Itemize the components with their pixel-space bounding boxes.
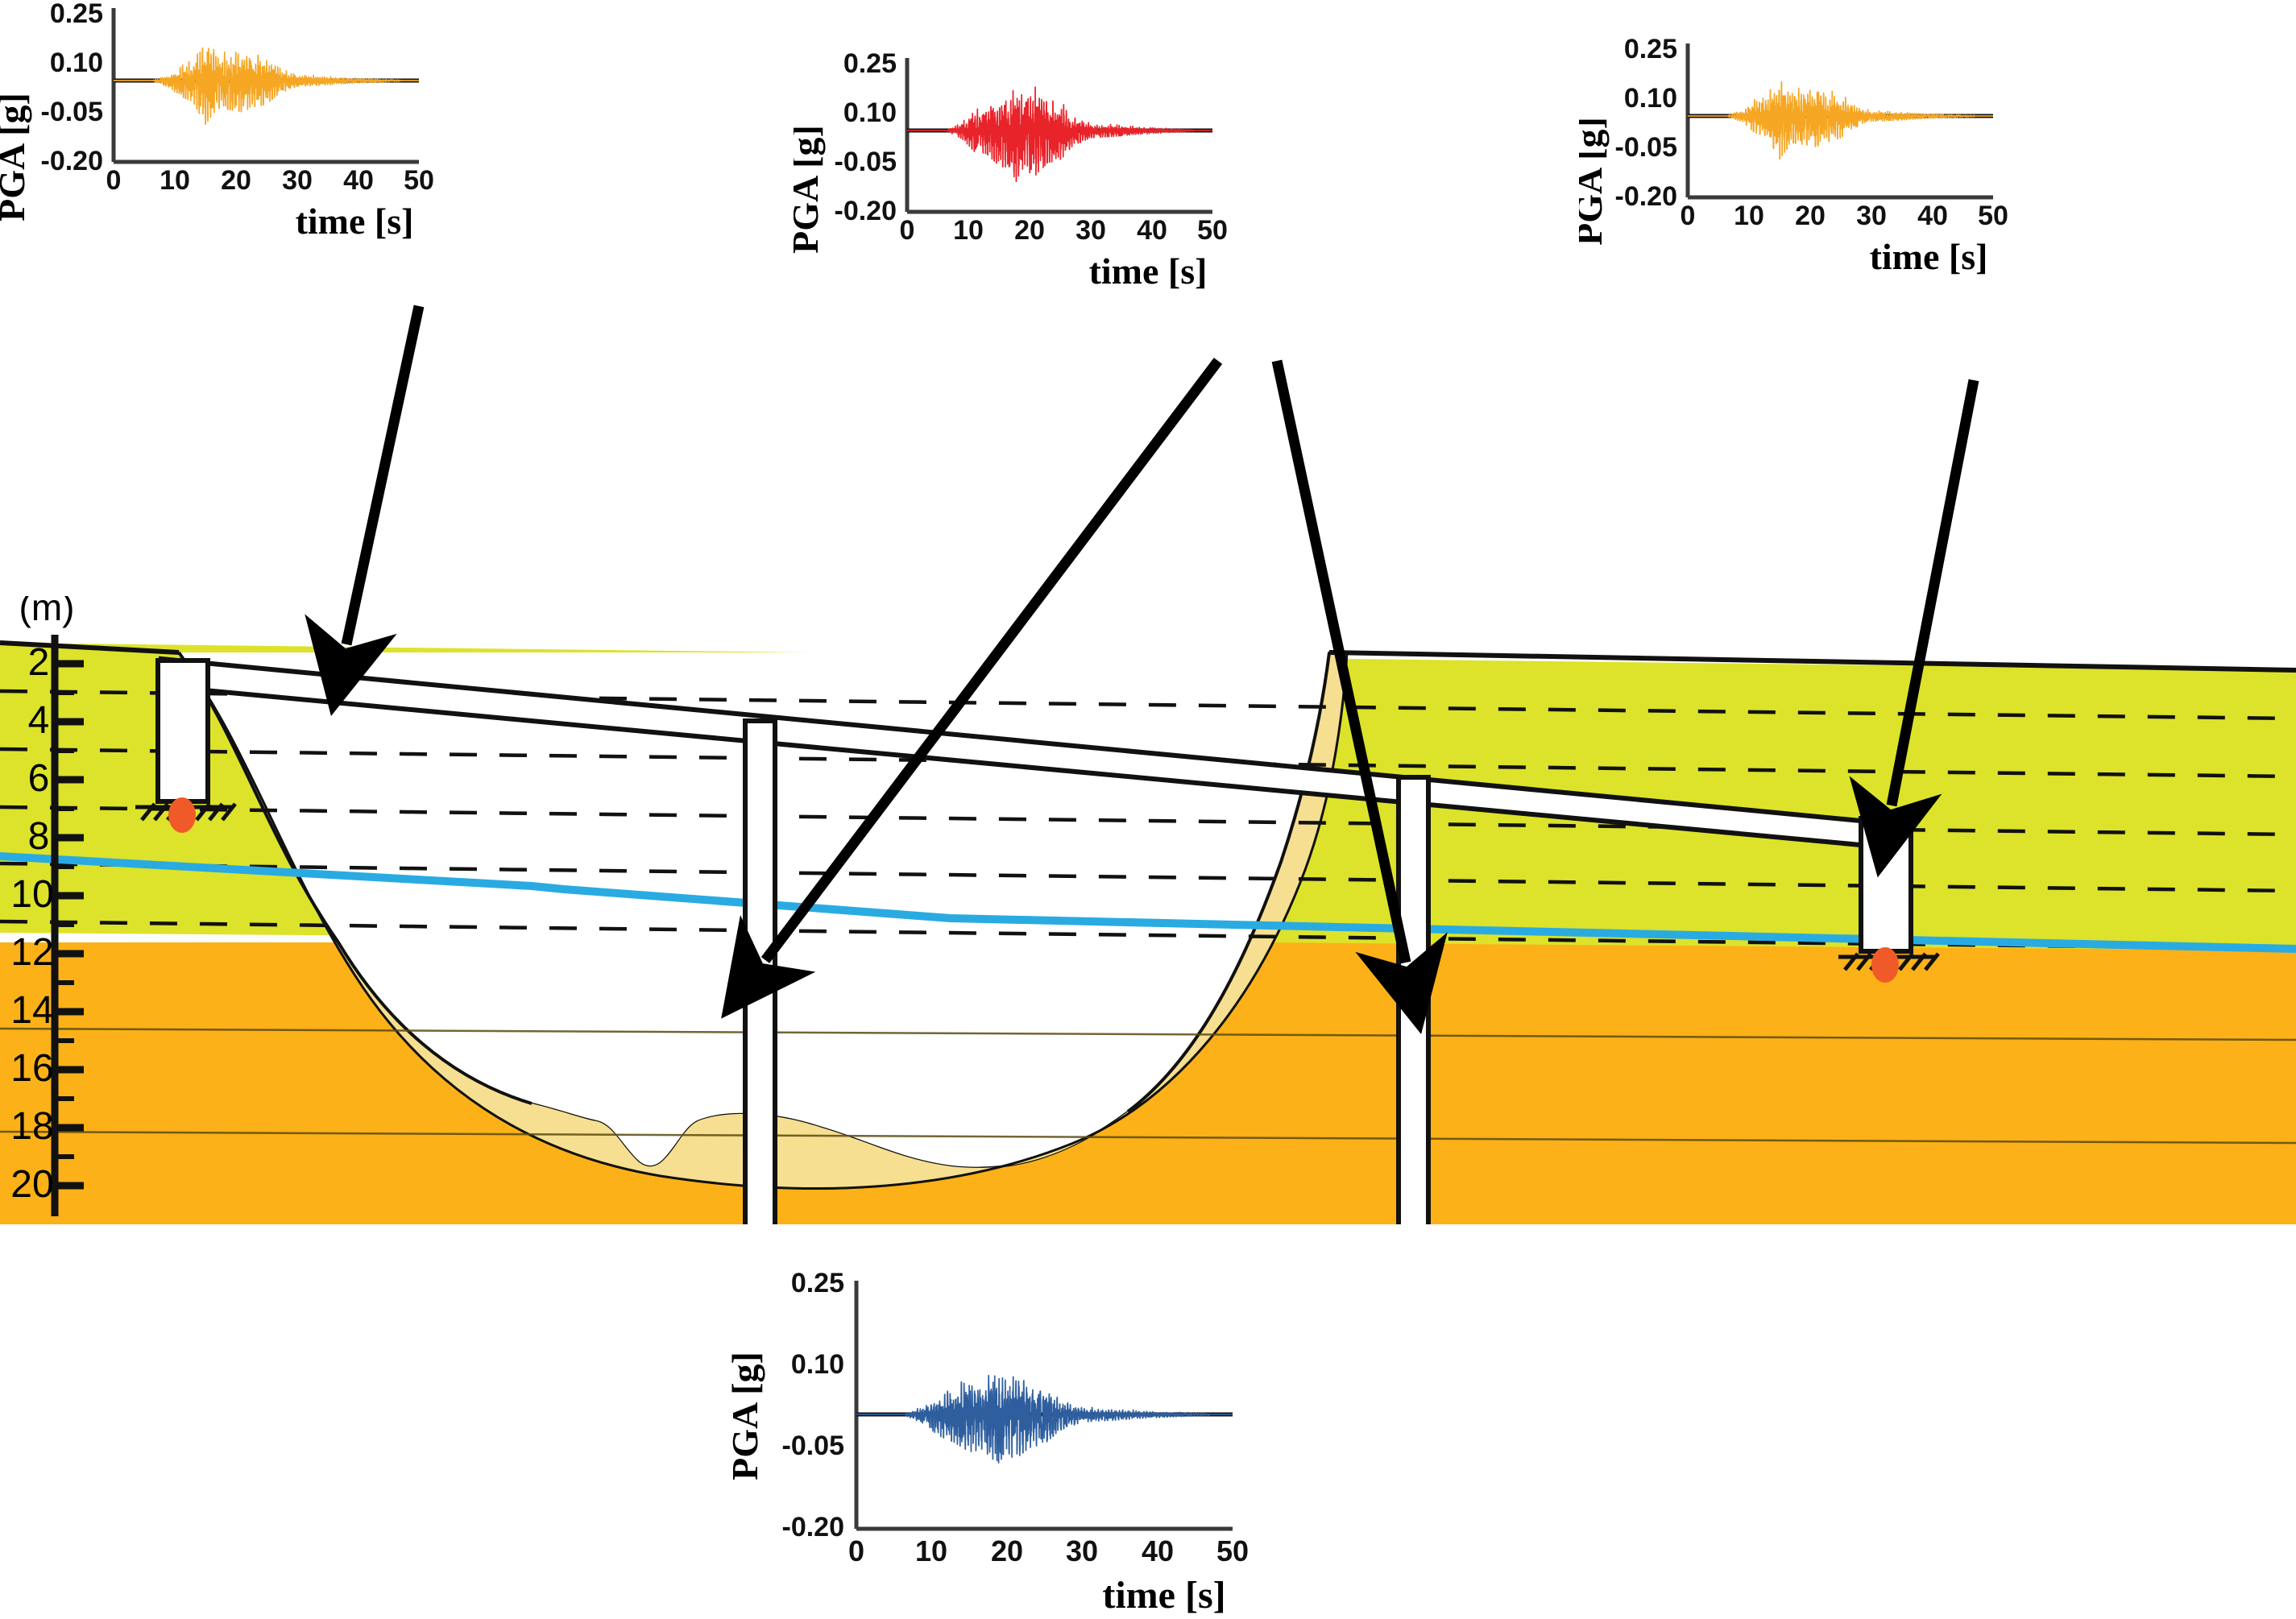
cross-section-svg: (m) 2 4 6 8 10 12 14 16 18 20 bbox=[0, 596, 2296, 1224]
depth-tick-18: 18 bbox=[10, 1105, 53, 1148]
depth-tick-4: 4 bbox=[28, 699, 50, 742]
chart-right-ytick-3: -0.20 bbox=[1615, 181, 1678, 212]
right-abutment-pinned-support-marker bbox=[1871, 947, 1899, 983]
accelerogram-chart-bottom: PGA [g] 0.25 0.10 -0.05 -0.20 0 10 20 30… bbox=[725, 1257, 1515, 1619]
chart-right-xtick-1: 10 bbox=[1734, 201, 1764, 231]
chart-middle-xtick-3: 30 bbox=[1075, 215, 1106, 246]
depth-tick-16: 16 bbox=[10, 1047, 53, 1090]
chart-left-y-axis-label: PGA [g] bbox=[0, 93, 32, 222]
chart-bottom-ytick-0: 0.25 bbox=[791, 1268, 844, 1298]
bedding-line-18m bbox=[0, 1130, 2296, 1145]
depth-tick-10: 10 bbox=[10, 873, 53, 916]
chart-middle-xtick-4: 40 bbox=[1137, 215, 1167, 246]
chart-left-ytick-3: -0.20 bbox=[41, 146, 104, 176]
chart-left-xticks: 0 10 20 30 40 50 bbox=[106, 165, 434, 196]
chart-bottom-xtick-2: 20 bbox=[991, 1534, 1023, 1567]
chart-middle-xtick-5: 50 bbox=[1197, 215, 1228, 246]
chart-bottom-xtick-4: 40 bbox=[1142, 1534, 1174, 1567]
chart-left-xtick-5: 50 bbox=[404, 165, 434, 196]
chart-middle-xticks: 0 10 20 30 40 50 bbox=[900, 215, 1228, 246]
depth-axis-ticks bbox=[55, 660, 84, 1190]
chart-right-y-axis-label: PGA [g] bbox=[1579, 117, 1610, 246]
chart-middle-xtick-2: 20 bbox=[1014, 215, 1045, 246]
chart-bottom-svg: PGA [g] 0.25 0.10 -0.05 -0.20 0 10 20 30… bbox=[725, 1268, 1249, 1617]
valley-left-bedrock-boundary bbox=[177, 651, 533, 1105]
chart-middle-y-axis-label: PGA [g] bbox=[794, 125, 826, 254]
chart-left-x-axis-label: time [s] bbox=[296, 201, 414, 242]
chart-right-ytick-1: 0.10 bbox=[1624, 83, 1677, 114]
left-abutment-pinned-support-marker bbox=[168, 797, 196, 833]
chart-middle-svg: PGA [g] 0.25 0.10 -0.05 -0.20 0 10 20 30… bbox=[794, 48, 1228, 292]
lower-layer-bedding-lines bbox=[0, 1027, 2296, 1145]
chart-left-xtick-1: 10 bbox=[160, 165, 190, 196]
chart-right-waveform bbox=[1687, 81, 1994, 160]
depth-tick-6: 6 bbox=[28, 757, 50, 800]
depth-axis-unit-label: (m) bbox=[19, 596, 75, 628]
chart-bottom-y-axis-label: PGA [g] bbox=[725, 1352, 765, 1480]
chart-middle-xtick-1: 10 bbox=[953, 215, 984, 246]
depth-tick-14: 14 bbox=[10, 989, 53, 1032]
chart-right-xtick-2: 20 bbox=[1795, 201, 1826, 231]
chart-right-xtick-0: 0 bbox=[1681, 201, 1696, 231]
chart-left-ytick-1: 0.10 bbox=[50, 48, 103, 78]
chart-bottom-xtick-3: 30 bbox=[1066, 1534, 1098, 1567]
accelerogram-chart-left: PGA [g] 0.25 0.10 -0.05 -0.20 0 10 20 30… bbox=[0, 0, 765, 371]
chart-right-svg: PGA [g] 0.25 0.10 -0.05 -0.20 0 10 20 30… bbox=[1579, 34, 2008, 277]
chart-bottom-xtick-5: 50 bbox=[1216, 1534, 1249, 1567]
chart-right-xticks: 0 10 20 30 40 50 bbox=[1681, 201, 2008, 231]
chart-right-xtick-3: 30 bbox=[1856, 201, 1887, 231]
chart-left-xtick-2: 20 bbox=[221, 165, 251, 196]
chart-middle-waveform bbox=[906, 86, 1213, 183]
chart-bottom-ytick-2: -0.05 bbox=[782, 1431, 845, 1461]
accelerogram-chart-middle: PGA [g] 0.25 0.10 -0.05 -0.20 0 10 20 30… bbox=[794, 24, 1559, 403]
chart-right-ytick-0: 0.25 bbox=[1624, 34, 1677, 64]
chart-middle-x-axis-label: time [s] bbox=[1089, 251, 1208, 292]
chart-left-ytick-0: 0.25 bbox=[50, 0, 103, 29]
depth-tick-2: 2 bbox=[28, 641, 50, 684]
chart-bottom-xtick-1: 10 bbox=[915, 1534, 947, 1567]
chart-bottom-ytick-1: 0.10 bbox=[791, 1349, 844, 1380]
chart-right-xtick-5: 50 bbox=[1978, 201, 2008, 231]
chart-bottom-waveform bbox=[856, 1374, 1233, 1464]
bridge-soil-cross-section: (m) 2 4 6 8 10 12 14 16 18 20 bbox=[0, 596, 2296, 1224]
depth-tick-20: 20 bbox=[10, 1163, 53, 1206]
right-abutment-shaft bbox=[1859, 816, 1913, 954]
chart-bottom-xticks: 0 10 20 30 40 50 bbox=[848, 1534, 1249, 1567]
chart-left-xtick-4: 40 bbox=[343, 165, 374, 196]
chart-middle-xtick-0: 0 bbox=[900, 215, 915, 246]
chart-bottom-x-axis-label: time [s] bbox=[1102, 1574, 1225, 1617]
depth-tick-12: 12 bbox=[10, 931, 53, 974]
chart-left-ytick-2: -0.05 bbox=[41, 97, 104, 127]
chart-left-waveform bbox=[113, 47, 420, 125]
chart-left-xtick-3: 30 bbox=[282, 165, 313, 196]
chart-middle-ytick-1: 0.10 bbox=[843, 97, 897, 128]
chart-right-ytick-2: -0.05 bbox=[1615, 132, 1678, 163]
bedding-line-14m bbox=[0, 1027, 2296, 1041]
chart-right-xtick-4: 40 bbox=[1917, 201, 1948, 231]
depth-tick-8: 8 bbox=[28, 815, 50, 858]
chart-left-svg: PGA [g] 0.25 0.10 -0.05 -0.20 0 10 20 30… bbox=[0, 0, 434, 242]
chart-middle-ytick-3: -0.20 bbox=[835, 196, 897, 226]
chart-middle-ytick-0: 0.25 bbox=[843, 48, 897, 79]
left-abutment-shaft bbox=[155, 658, 210, 804]
ground-surface-line bbox=[0, 640, 2296, 673]
chart-left-xtick-0: 0 bbox=[106, 165, 122, 196]
chart-bottom-ytick-3: -0.20 bbox=[782, 1512, 845, 1542]
chart-middle-ytick-2: -0.05 bbox=[835, 147, 897, 177]
accelerogram-chart-right: PGA [g] 0.25 0.10 -0.05 -0.20 0 10 20 30… bbox=[1579, 16, 2296, 395]
left-abutment bbox=[135, 658, 237, 833]
pier-2-shaft bbox=[1396, 775, 1431, 1224]
chart-bottom-xtick-0: 0 bbox=[848, 1534, 864, 1567]
chart-right-x-axis-label: time [s] bbox=[1870, 236, 1988, 277]
depth-axis: (m) 2 4 6 8 10 12 14 16 18 20 bbox=[10, 596, 84, 1216]
